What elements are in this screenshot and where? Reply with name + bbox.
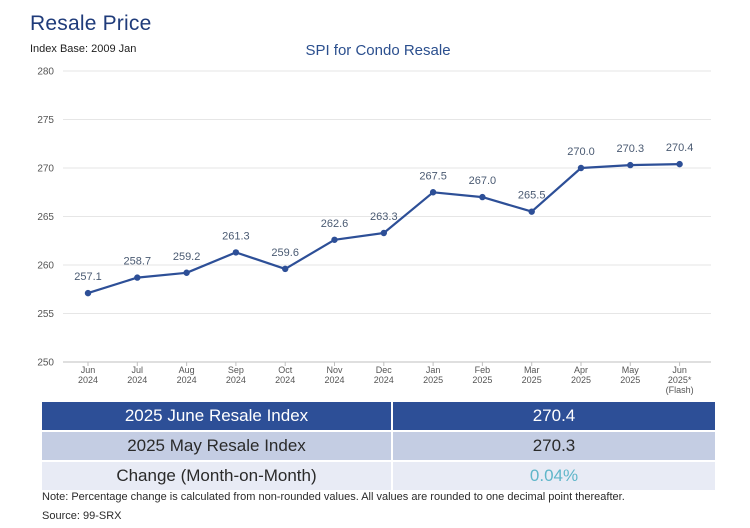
y-tick-label-260: 260 bbox=[37, 261, 54, 272]
data-label: 262.6 bbox=[321, 218, 349, 230]
data-point bbox=[528, 208, 535, 215]
may-index-label: 2025 May Resale Index bbox=[42, 432, 393, 460]
x-tick-label: Apr 2025 bbox=[571, 365, 591, 385]
x-tick-label: Feb 2025 bbox=[472, 365, 492, 385]
june-index-value: 270.4 bbox=[393, 402, 715, 430]
summary-table: 2025 June Resale Index 270.4 2025 May Re… bbox=[42, 400, 715, 492]
x-tick-label: Mar 2025 bbox=[522, 365, 542, 385]
may-index-value: 270.3 bbox=[393, 432, 715, 460]
data-point bbox=[380, 229, 387, 237]
may-index-row: 2025 May Resale Index 270.3 bbox=[42, 432, 715, 460]
data-point bbox=[232, 249, 240, 256]
x-tick-label: Nov 2024 bbox=[324, 365, 344, 385]
index-base-label: Index Base: 2009 Jan bbox=[30, 43, 137, 55]
x-tick-label: Jun 2024 bbox=[78, 365, 98, 385]
chart-title: SPI for Condo Resale bbox=[305, 42, 450, 59]
data-label: 259.2 bbox=[173, 251, 201, 263]
y-tick-label-270: 270 bbox=[37, 164, 54, 175]
data-point bbox=[429, 189, 437, 196]
y-tick-label-250: 250 bbox=[37, 358, 54, 369]
data-label: 261.3 bbox=[222, 230, 250, 242]
data-label: 270.0 bbox=[567, 146, 595, 158]
data-point bbox=[479, 193, 486, 201]
data-label: 263.3 bbox=[370, 211, 398, 223]
data-point bbox=[84, 289, 92, 297]
data-label: 265.5 bbox=[518, 190, 546, 202]
x-tick-label: Dec 2024 bbox=[374, 365, 394, 385]
data-label: 270.3 bbox=[617, 143, 645, 155]
x-tick-label: Jun 2025* (Flash) bbox=[666, 365, 694, 395]
y-tick-label-280: 280 bbox=[37, 67, 54, 78]
data-point bbox=[331, 236, 338, 243]
y-tick-label-265: 265 bbox=[37, 212, 54, 223]
x-tick-label: Jan 2025 bbox=[423, 365, 443, 385]
data-point bbox=[627, 161, 634, 169]
data-point bbox=[282, 265, 289, 273]
data-point bbox=[676, 160, 683, 168]
y-tick-label-255: 255 bbox=[37, 309, 54, 320]
change-value: 0.04% bbox=[393, 462, 715, 490]
data-label: 257.1 bbox=[74, 271, 102, 283]
data-point bbox=[183, 269, 190, 276]
data-point bbox=[577, 164, 585, 172]
data-label: 267.5 bbox=[419, 170, 447, 182]
change-label: Change (Month-on-Month) bbox=[42, 462, 393, 490]
x-tick-label: Jul 2024 bbox=[127, 365, 147, 385]
june-index-label: 2025 June Resale Index bbox=[42, 402, 393, 430]
data-label: 267.0 bbox=[469, 175, 497, 187]
data-label: 270.4 bbox=[666, 142, 694, 154]
page-title: Resale Price bbox=[30, 12, 152, 35]
x-tick-label: Aug 2024 bbox=[177, 365, 197, 385]
data-label: 258.7 bbox=[124, 256, 152, 268]
y-tick-label-275: 275 bbox=[37, 115, 54, 126]
source-note: Source: 99-SRX bbox=[42, 510, 122, 522]
x-tick-label: Oct 2024 bbox=[275, 365, 295, 385]
spi-line-chart: SPI for Condo Resale 250 255 260 265 270 275 2… bbox=[37, 42, 711, 395]
change-row: Change (Month-on-Month) 0.04% bbox=[42, 462, 715, 490]
x-tick-label: Sep 2024 bbox=[226, 365, 246, 385]
series-line bbox=[87, 163, 680, 295]
data-point bbox=[134, 274, 141, 281]
x-tick-label: May 2025 bbox=[620, 365, 640, 385]
footnote: Note: Percentage change is calculated fr… bbox=[42, 491, 625, 503]
data-label: 259.6 bbox=[271, 247, 299, 259]
june-index-row: 2025 June Resale Index 270.4 bbox=[42, 402, 715, 430]
